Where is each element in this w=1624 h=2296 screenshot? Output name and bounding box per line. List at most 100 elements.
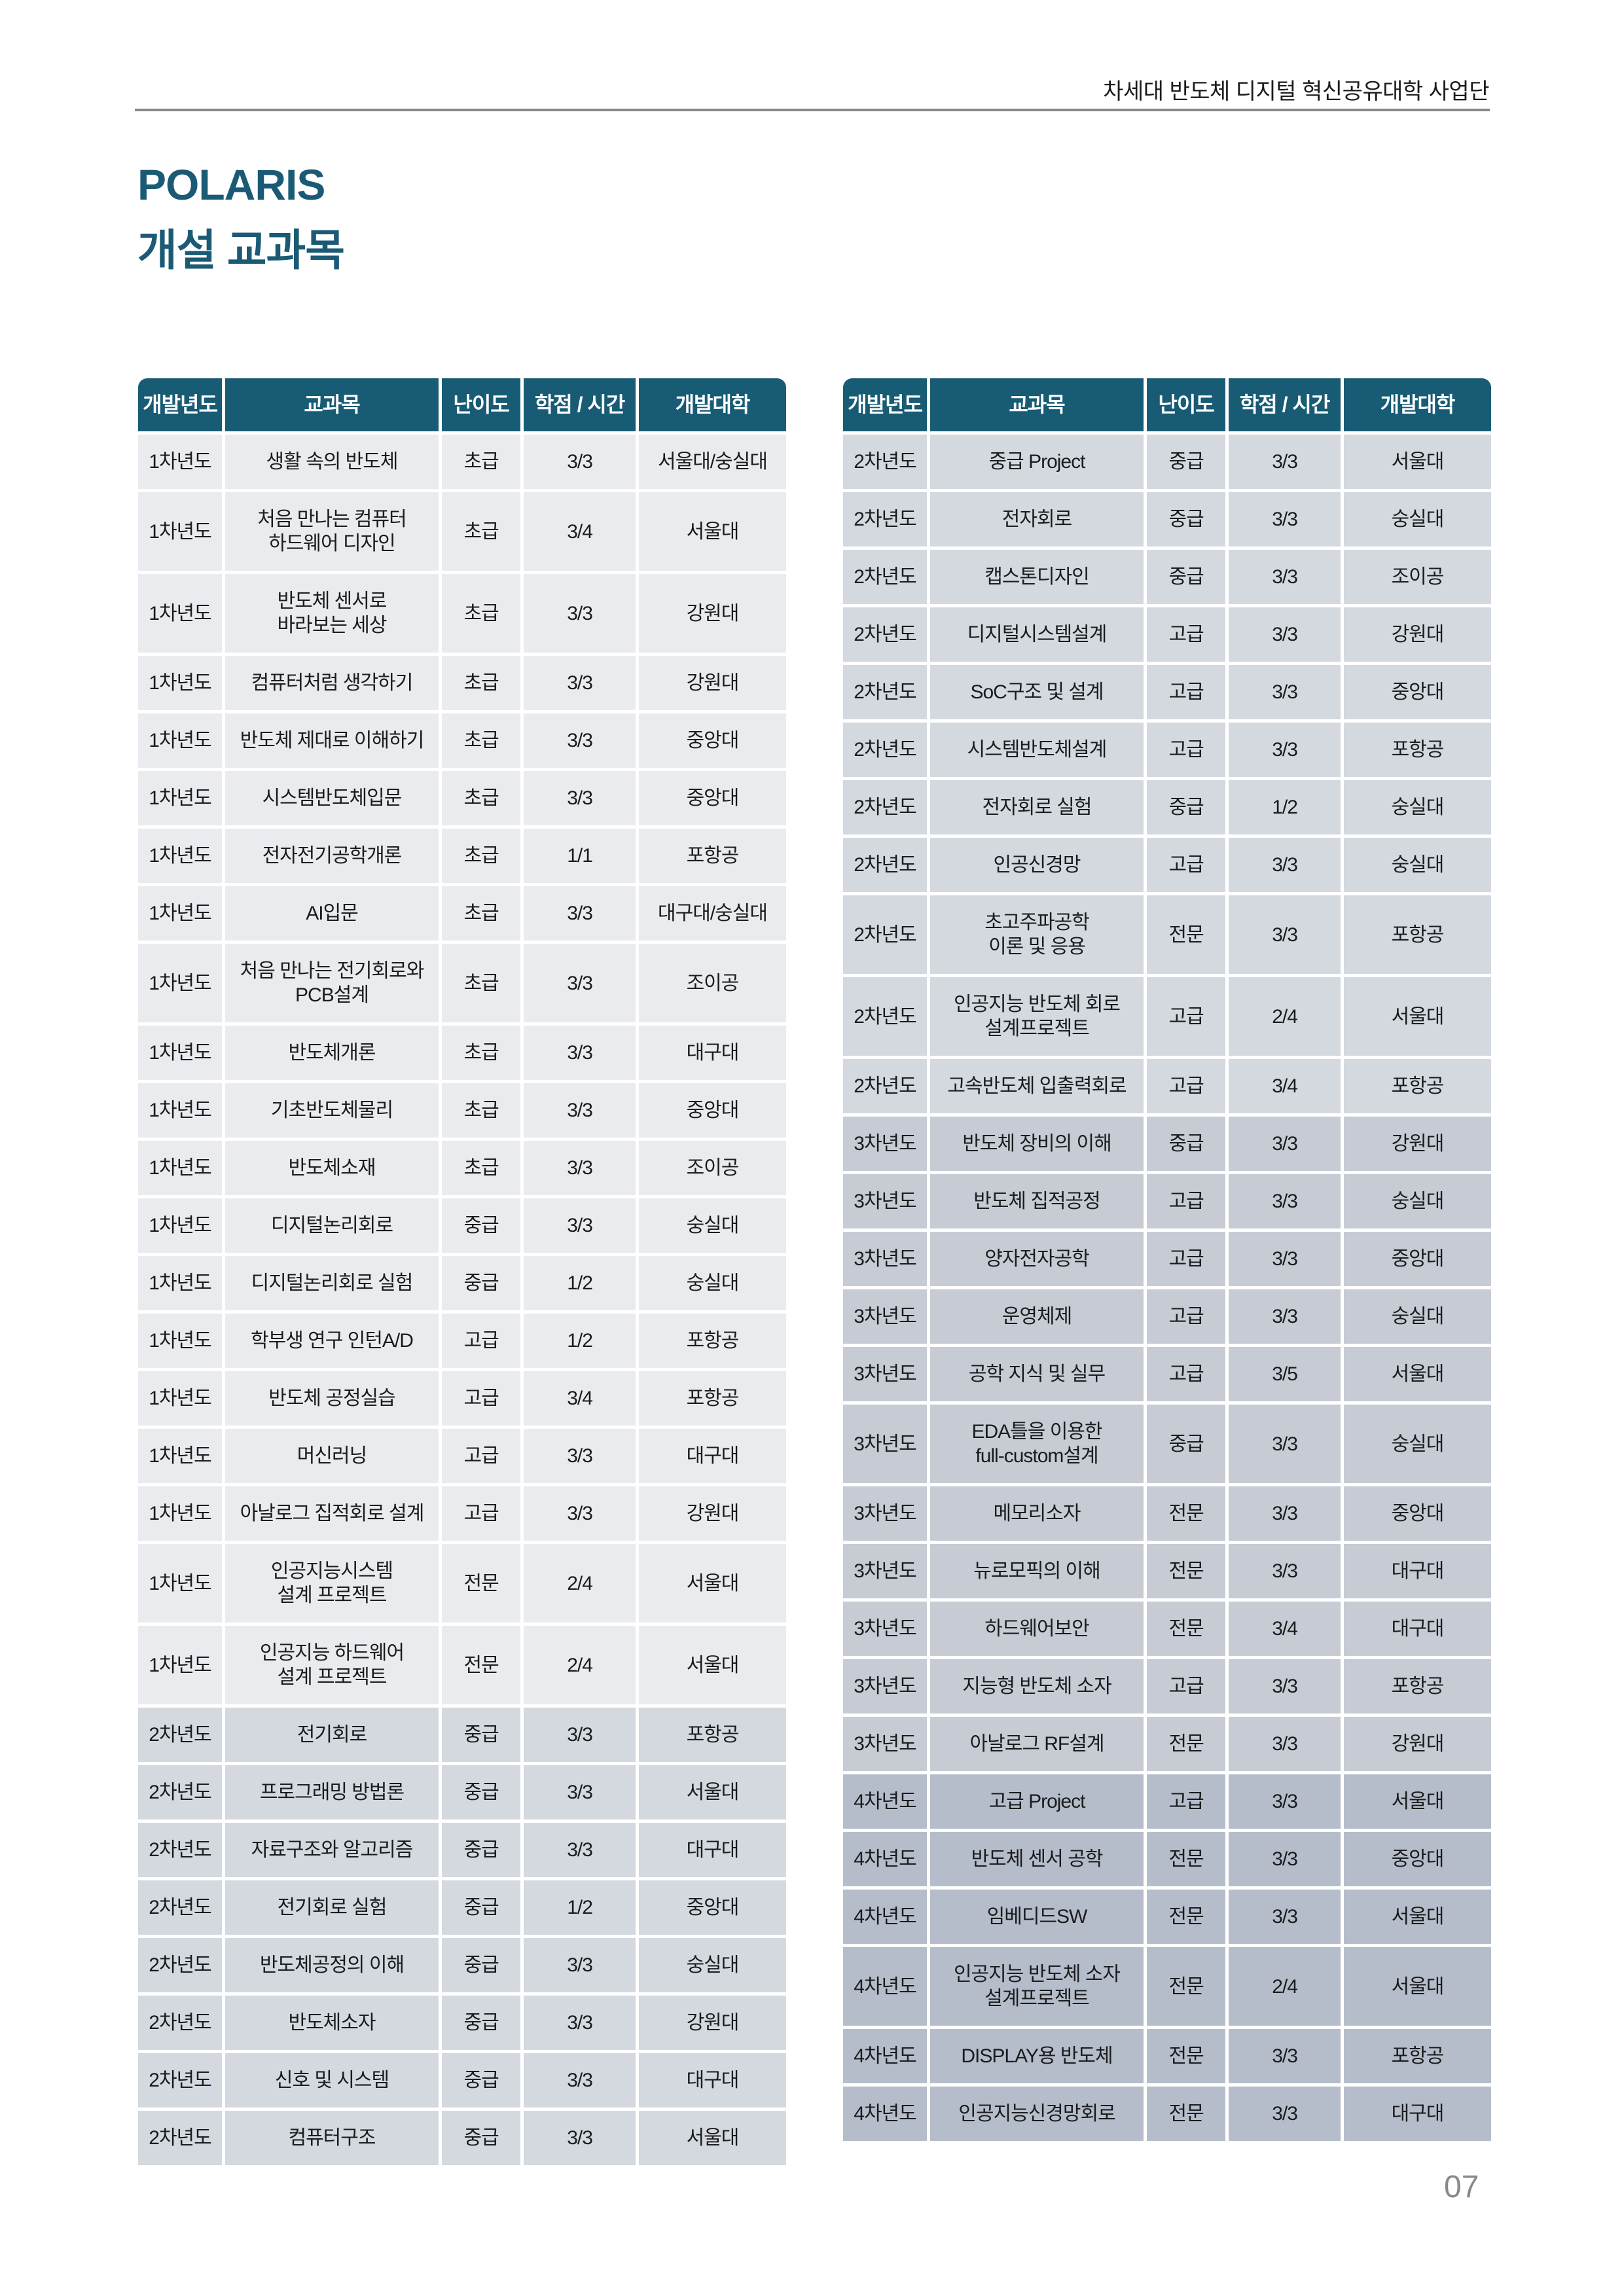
cell-course: 인공지능 반도체 소자 설계프로젝트 — [930, 1947, 1144, 2026]
cell-level: 고급 — [1146, 1059, 1226, 1113]
cell-level: 중급 — [441, 2053, 521, 2108]
cell-year: 4차년도 — [843, 1947, 928, 2026]
cell-level: 초급 — [441, 1026, 521, 1080]
cell-course: EDA틀을 이용한 full-custom설계 — [930, 1405, 1144, 1483]
cell-course: 전자회로 — [930, 492, 1144, 547]
table-row: 1차년도 디지털논리회로 중급 3/3 숭실대 — [138, 1198, 786, 1253]
program-name-note: 차세대 반도체 디지털 혁신공유대학 사업단 — [1103, 79, 1489, 104]
table-row: 1차년도 인공지능 하드웨어 설계 프로젝트 전문 2/4 서울대 — [138, 1626, 786, 1704]
cell-level: 초급 — [441, 435, 521, 489]
cell-year: 3차년도 — [843, 1174, 928, 1229]
table-row: 4차년도 DISPLAY용 반도체 전문 3/3 포항공 — [843, 2029, 1491, 2083]
cell-course: 고급 Project — [930, 1774, 1144, 1829]
page-title-line1: POLARIS — [137, 160, 325, 209]
cell-credit: 3/3 — [524, 1708, 636, 1762]
course-table-left: 개발년도 교과목 난이도 학점 / 시간 개발대학 1차년도 생활 속의 반도체 초급 3/3… — [135, 375, 789, 2168]
column-header: 난이도 — [1146, 378, 1226, 431]
cell-course: SoC구조 및 설계 — [930, 665, 1144, 719]
cell-credit: 3/3 — [524, 656, 636, 710]
cell-univ: 서울대 — [1343, 435, 1491, 489]
cell-univ: 중앙대 — [1343, 1486, 1491, 1541]
cell-course: 전기회로 실험 — [225, 1880, 439, 1935]
cell-univ: 대구대 — [1343, 2087, 1491, 2141]
table-row: 1차년도 아날로그 집적회로 설계 고급 3/3 강원대 — [138, 1486, 786, 1541]
cell-course: 전자회로 실험 — [930, 780, 1144, 834]
cell-univ: 강원대 — [638, 574, 786, 653]
cell-level: 전문 — [1146, 2087, 1226, 2141]
cell-year: 3차년도 — [843, 1544, 928, 1598]
table-row: 1차년도 반도체소재 초급 3/3 조이공 — [138, 1141, 786, 1195]
column-header: 개발대학 — [1343, 378, 1491, 431]
cell-level: 초급 — [441, 492, 521, 571]
cell-univ: 숭실대 — [1343, 838, 1491, 892]
cell-univ: 서울대 — [1343, 1347, 1491, 1401]
cell-year: 2차년도 — [138, 1880, 223, 1935]
cell-univ: 포항공 — [1343, 1059, 1491, 1113]
cell-credit: 3/4 — [1229, 1059, 1341, 1113]
cell-level: 초급 — [441, 829, 521, 883]
cell-year: 1차년도 — [138, 1371, 223, 1426]
cell-univ: 서울대 — [638, 1765, 786, 1820]
cell-year: 2차년도 — [138, 1996, 223, 2050]
table-row: 3차년도 반도체 장비의 이해 중급 3/3 강원대 — [843, 1117, 1491, 1171]
table-row: 2차년도 인공지능 반도체 회로 설계프로젝트 고급 2/4 서울대 — [843, 977, 1491, 1056]
cell-course: 반도체소재 — [225, 1141, 439, 1195]
cell-course: 임베디드SW — [930, 1890, 1144, 1944]
cell-year: 4차년도 — [843, 2087, 928, 2141]
cell-course: 컴퓨터처럼 생각하기 — [225, 656, 439, 710]
cell-univ: 포항공 — [1343, 2029, 1491, 2083]
cell-course: 반도체소자 — [225, 1996, 439, 2050]
cell-credit: 3/3 — [524, 1938, 636, 1992]
cell-univ: 강원대 — [638, 1486, 786, 1541]
column-header: 개발년도 — [843, 378, 928, 431]
cell-credit: 3/3 — [524, 713, 636, 768]
cell-level: 전문 — [441, 1544, 521, 1623]
cell-level: 고급 — [1146, 1289, 1226, 1344]
cell-credit: 3/3 — [1229, 1289, 1341, 1344]
cell-credit: 3/4 — [524, 1371, 636, 1426]
cell-course: 전기회로 — [225, 1708, 439, 1762]
cell-level: 중급 — [1146, 1117, 1226, 1171]
table-row: 2차년도 캡스톤디자인 중급 3/3 조이공 — [843, 550, 1491, 604]
cell-credit: 1/2 — [524, 1880, 636, 1935]
table-row: 4차년도 임베디드SW 전문 3/3 서울대 — [843, 1890, 1491, 1944]
cell-year: 1차년도 — [138, 656, 223, 710]
cell-univ: 대구대 — [1343, 1602, 1491, 1656]
cell-level: 중급 — [441, 1823, 521, 1877]
cell-credit: 3/3 — [524, 2053, 636, 2108]
cell-level: 중급 — [441, 1765, 521, 1820]
cell-credit: 3/3 — [1229, 2029, 1341, 2083]
table-row: 1차년도 컴퓨터처럼 생각하기 초급 3/3 강원대 — [138, 656, 786, 710]
cell-credit: 2/4 — [524, 1544, 636, 1623]
cell-year: 1차년도 — [138, 574, 223, 653]
cell-course: 기초반도체물리 — [225, 1083, 439, 1138]
header-rule — [135, 109, 1490, 111]
cell-level: 전문 — [1146, 1544, 1226, 1598]
table-row: 1차년도 디지털논리회로 실험 중급 1/2 숭실대 — [138, 1256, 786, 1310]
cell-year: 3차년도 — [843, 1717, 928, 1771]
cell-year: 1차년도 — [138, 829, 223, 883]
cell-level: 초급 — [441, 771, 521, 825]
cell-year: 1차년도 — [138, 886, 223, 941]
cell-level: 초급 — [441, 944, 521, 1022]
cell-year: 1차년도 — [138, 1429, 223, 1483]
cell-univ: 강원대 — [1343, 607, 1491, 662]
cell-level: 중급 — [441, 2111, 521, 2165]
cell-credit: 3/3 — [524, 1765, 636, 1820]
cell-level: 전문 — [441, 1626, 521, 1704]
table-row: 2차년도 프로그래밍 방법론 중급 3/3 서울대 — [138, 1765, 786, 1820]
page-title: POLARIS 개설 교과목 — [137, 152, 345, 283]
cell-univ: 포항공 — [1343, 723, 1491, 777]
table-row: 2차년도 자료구조와 알고리즘 중급 3/3 대구대 — [138, 1823, 786, 1877]
cell-level: 전문 — [1146, 895, 1226, 974]
cell-level: 초급 — [441, 1083, 521, 1138]
cell-level: 중급 — [1146, 435, 1226, 489]
cell-course: 뉴로모픽의 이해 — [930, 1544, 1144, 1598]
table-row: 4차년도 반도체 센서 공학 전문 3/3 중앙대 — [843, 1832, 1491, 1886]
column-header: 개발년도 — [138, 378, 223, 431]
cell-univ: 강원대 — [1343, 1717, 1491, 1771]
cell-course: 프로그래밍 방법론 — [225, 1765, 439, 1820]
table-row: 2차년도 고속반도체 입출력회로 고급 3/4 포항공 — [843, 1059, 1491, 1113]
cell-course: 생활 속의 반도체 — [225, 435, 439, 489]
table-row: 3차년도 반도체 집적공정 고급 3/3 숭실대 — [843, 1174, 1491, 1229]
